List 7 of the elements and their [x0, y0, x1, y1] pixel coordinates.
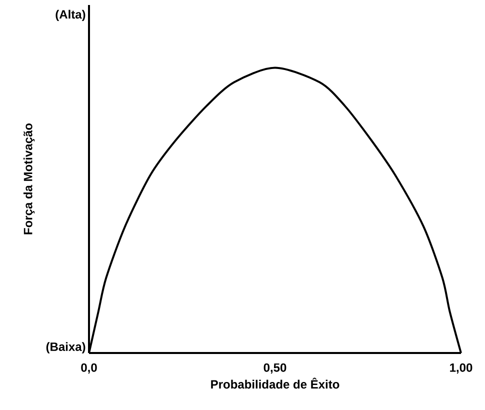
- text: (Baixa): [46, 342, 86, 354]
- x-axis-title: Probabilidade de Êxito: [211, 378, 340, 389]
- text: (Alta): [56, 10, 86, 22]
- x-tick-label: 0,50: [264, 363, 286, 374]
- x-tick-label: 0,0: [81, 363, 97, 374]
- y-axis-title: Força da Motivação: [23, 123, 35, 234]
- x-tick-label: 1,00: [450, 363, 472, 374]
